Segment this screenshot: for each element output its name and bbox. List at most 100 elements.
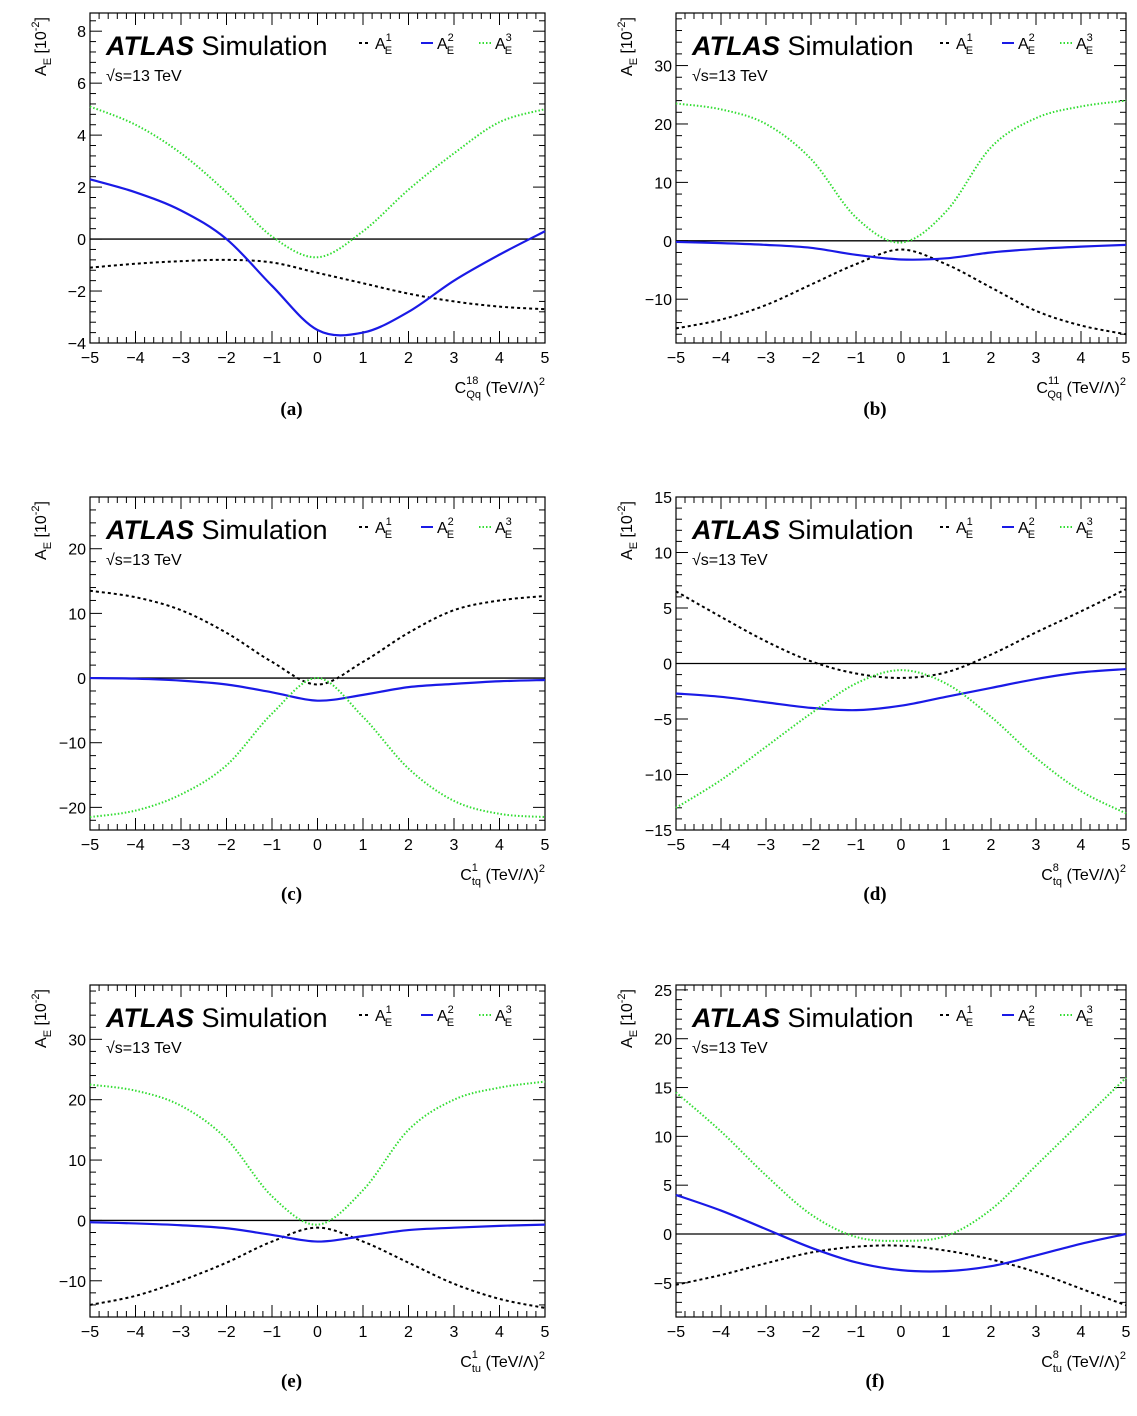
energy-label: √s=13 TeV (106, 552, 182, 569)
x-tick-label: −5 (81, 1324, 99, 1341)
x-tick-label: −3 (172, 1324, 190, 1341)
x-tick-label: 1 (359, 837, 368, 854)
plot-frame (89, 984, 546, 1318)
x-tick-label: −4 (712, 837, 730, 854)
x-tick-label: 5 (541, 837, 550, 854)
series-line-a1 (89, 589, 546, 686)
x-tick-label: −3 (172, 837, 190, 854)
plot-frame (89, 12, 546, 344)
y-tick-label: 10 (68, 606, 86, 623)
series-line-a2 (89, 676, 546, 702)
x-axis-label: C18 Qq (TeV/Λ)2 (455, 375, 545, 401)
y-axis-label: AE [10-2] (30, 989, 54, 1048)
y-tick-label: 10 (68, 1153, 86, 1170)
x-tick-label: 0 (313, 350, 322, 367)
legend-entry-a2: A2 E (1018, 516, 1035, 541)
x-tick-label: 3 (450, 1324, 459, 1341)
y-tick-label: 0 (77, 232, 86, 249)
series-line-a1 (675, 1244, 1127, 1307)
x-tick-label: −2 (217, 1324, 235, 1341)
x-axis-label: C11 Qq (TeV/Λ)2 (1036, 375, 1126, 401)
x-tick-label: −5 (667, 837, 685, 854)
x-tick-label: −4 (712, 1324, 730, 1341)
series-line-a2 (89, 178, 546, 337)
x-tick-label: 4 (1077, 1324, 1086, 1341)
x-tick-label: 5 (541, 1324, 550, 1341)
series-line-a3 (89, 677, 546, 819)
x-tick-label: 4 (1077, 350, 1086, 367)
series-line-a3 (675, 1077, 1127, 1242)
x-tick-label: −3 (757, 350, 775, 367)
x-tick-label: −2 (217, 350, 235, 367)
x-tick-label: 0 (897, 837, 906, 854)
y-tick-label: −4 (68, 336, 86, 353)
y-tick-label: 20 (68, 542, 86, 559)
legend-entry-a2: A2 E (437, 32, 454, 57)
y-tick-label: −10 (59, 1274, 86, 1291)
series-line-a1 (89, 1226, 546, 1309)
x-tick-label: 3 (1032, 350, 1041, 367)
atlas-label: ATLAS Simulation (105, 31, 328, 61)
x-tick-label: 2 (987, 1324, 996, 1341)
y-axis-label: AE [10-2] (30, 17, 54, 76)
x-tick-label: 2 (987, 837, 996, 854)
legend-entry-a3: A3 E (1076, 516, 1093, 541)
series-line-a1 (675, 588, 1127, 679)
x-tick-label: −2 (802, 837, 820, 854)
panel-caption: (c) (281, 884, 302, 905)
x-tick-label: 2 (404, 837, 413, 854)
x-tick-label: −1 (847, 1324, 865, 1341)
energy-label: √s=13 TeV (692, 552, 768, 569)
y-tick-label: −20 (59, 800, 86, 817)
legend-entry-a1: A1 E (956, 32, 973, 57)
y-axis-label: AE [10-2] (30, 501, 54, 560)
plot-frame (675, 984, 1127, 1318)
x-tick-label: −3 (757, 1324, 775, 1341)
x-tick-label: −5 (81, 350, 99, 367)
chart-panel-f: −5 −4 −3 −2 −1 0 1 2 3 4 5 −5 0 5 10 15 20 25 ATLAS Simula… (616, 983, 1131, 1392)
legend-entry-a3: A3 E (495, 1004, 512, 1029)
x-tick-label: 0 (897, 1324, 906, 1341)
x-tick-label: 4 (1077, 837, 1086, 854)
x-tick-label: 0 (313, 1324, 322, 1341)
energy-label: √s=13 TeV (692, 1040, 768, 1057)
y-axis-label: AE [10-2] (616, 501, 640, 560)
legend-entry-a1: A1 E (375, 32, 392, 57)
x-tick-label: 1 (942, 837, 951, 854)
y-tick-label: −10 (645, 292, 672, 309)
y-tick-label: 25 (654, 983, 672, 1000)
x-tick-label: −4 (126, 1324, 144, 1341)
y-tick-label: −5 (654, 712, 672, 729)
series-line-a3 (89, 105, 546, 259)
atlas-label: ATLAS Simulation (105, 1003, 328, 1033)
x-tick-label: −5 (81, 837, 99, 854)
x-tick-label: −5 (667, 1324, 685, 1341)
x-tick-label: 5 (1122, 350, 1131, 367)
y-tick-label: 0 (77, 671, 86, 688)
x-tick-label: 0 (897, 350, 906, 367)
x-tick-label: −4 (126, 837, 144, 854)
legend-entry-a2: A2 E (1018, 32, 1035, 57)
y-axis-label: AE [10-2] (616, 17, 640, 76)
x-tick-label: 4 (495, 1324, 504, 1341)
y-axis-label: AE [10-2] (616, 989, 640, 1048)
x-tick-label: −2 (802, 1324, 820, 1341)
y-tick-label: 6 (77, 76, 86, 93)
y-tick-label: −2 (68, 284, 86, 301)
y-tick-label: −10 (59, 736, 86, 753)
series-line-a3 (89, 1080, 546, 1226)
y-tick-label: 4 (77, 128, 86, 145)
series-line-a2 (675, 1193, 1127, 1273)
y-tick-label: 30 (68, 1032, 86, 1049)
y-tick-label: −5 (654, 1276, 672, 1293)
x-tick-label: 3 (450, 350, 459, 367)
y-tick-label: 20 (68, 1093, 86, 1110)
plot-frame (89, 496, 546, 831)
legend-entry-a2: A2 E (437, 516, 454, 541)
x-tick-label: 4 (495, 350, 504, 367)
legend-entry-a3: A3 E (1076, 32, 1093, 57)
energy-label: √s=13 TeV (106, 1040, 182, 1057)
